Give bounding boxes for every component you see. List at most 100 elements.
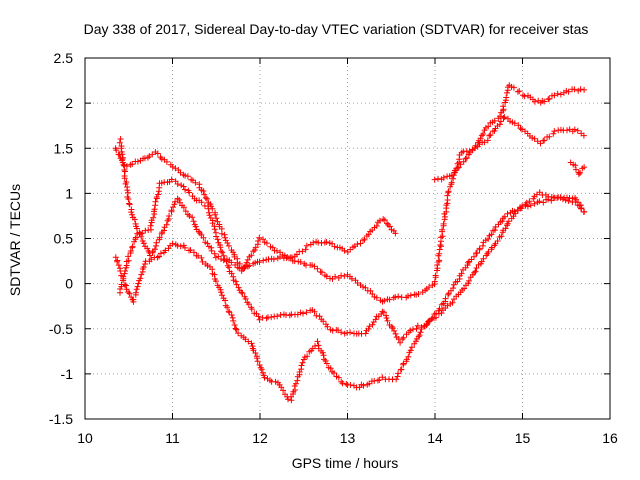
x-tick-label: 15 [515, 430, 531, 446]
data-point [312, 343, 318, 349]
data-point [132, 234, 139, 241]
data-point [504, 210, 511, 217]
data-point [140, 264, 147, 271]
data-point [186, 189, 193, 196]
x-axis-label: GPS time / hours [292, 455, 399, 471]
data-point [209, 205, 216, 212]
data-point [338, 329, 345, 336]
data-point [303, 309, 310, 316]
data-point [322, 357, 329, 364]
data-point [200, 234, 207, 241]
data-points [112, 82, 588, 404]
data-point [320, 318, 327, 325]
y-tick-label: -1.5 [49, 411, 73, 427]
data-point [429, 315, 436, 322]
data-point [117, 136, 124, 142]
data-point [392, 294, 399, 300]
data-point [162, 247, 169, 254]
data-point [578, 205, 585, 211]
data-point [476, 245, 483, 252]
data-point [416, 332, 423, 339]
series-track-b [112, 189, 588, 404]
data-point [367, 287, 374, 294]
data-point [550, 130, 557, 137]
data-point [115, 262, 122, 269]
data-point [434, 262, 441, 268]
data-point [566, 126, 573, 133]
data-point [487, 132, 494, 138]
data-point [341, 273, 348, 280]
data-point [323, 321, 329, 328]
data-point [217, 244, 224, 251]
data-point [541, 98, 548, 105]
y-tick-label: -1 [61, 366, 74, 382]
data-point [302, 246, 309, 253]
data-point [362, 284, 369, 291]
data-point [485, 123, 492, 130]
data-point [481, 139, 488, 146]
data-point [399, 336, 406, 343]
data-point [219, 249, 226, 256]
data-point [270, 256, 277, 263]
data-point [199, 258, 206, 265]
data-point [386, 223, 393, 230]
data-point [182, 244, 188, 251]
data-point [581, 164, 588, 171]
data-point [252, 350, 259, 356]
data-point [134, 283, 141, 290]
data-point [168, 176, 175, 183]
data-point [424, 321, 430, 328]
data-point [292, 380, 299, 387]
data-point [339, 380, 346, 387]
data-point [209, 220, 216, 227]
data-point [157, 250, 164, 257]
data-point [200, 188, 207, 194]
data-point [450, 285, 457, 292]
data-point [233, 326, 240, 333]
data-point [129, 211, 136, 218]
data-point [386, 296, 393, 303]
data-point [151, 206, 158, 213]
data-point [324, 323, 331, 330]
data-point [498, 233, 505, 240]
data-point [380, 309, 387, 316]
data-point [129, 243, 136, 250]
data-point [180, 183, 187, 190]
data-point [436, 246, 443, 253]
data-point [461, 285, 468, 292]
data-point [177, 243, 184, 250]
data-point [388, 323, 395, 330]
data-point [211, 226, 218, 233]
data-point [122, 180, 129, 187]
data-point [526, 198, 533, 205]
data-point [218, 248, 225, 255]
data-point [274, 247, 280, 254]
data-point [218, 289, 225, 296]
data-point [280, 387, 287, 394]
data-point [186, 213, 193, 219]
data-point [484, 137, 491, 144]
data-point [130, 296, 137, 303]
data-point [379, 374, 386, 381]
data-point [248, 340, 255, 347]
data-point [126, 290, 133, 297]
data-point [320, 352, 327, 359]
data-point [384, 317, 391, 324]
axis-ticks: 10 11 12 13 14 15 16 -1.5 -1 -0.5 0 0.5 1 1.5 2 2.5 [49, 50, 618, 446]
data-point [125, 257, 132, 264]
data-point [531, 200, 538, 207]
data-point [172, 198, 179, 205]
data-point [551, 128, 558, 135]
data-point [514, 88, 521, 95]
data-point [392, 230, 399, 237]
data-point [228, 270, 235, 277]
data-point [123, 282, 129, 289]
data-point [214, 236, 221, 243]
data-point [228, 312, 235, 318]
y-tick-label: 1.5 [54, 140, 74, 156]
data-point [232, 278, 239, 285]
data-point [304, 353, 311, 360]
data-point [503, 94, 510, 101]
data-point [154, 150, 161, 157]
